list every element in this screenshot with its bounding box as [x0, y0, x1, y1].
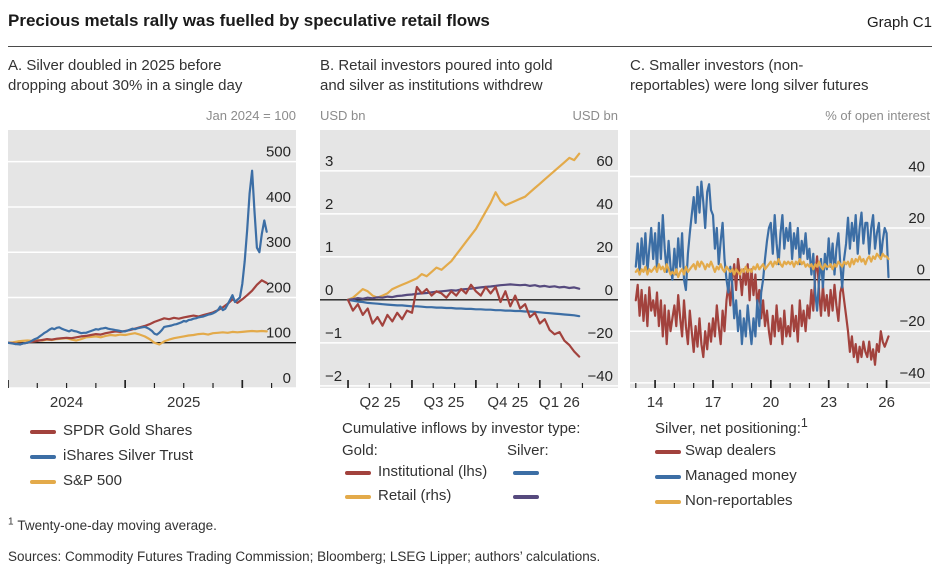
svg-text:500: 500: [266, 144, 291, 161]
legend-label: Institutional (lhs): [378, 463, 488, 480]
panel-b-title-line2: and silver as institutions withdrew: [320, 77, 543, 94]
svg-text:0: 0: [283, 370, 291, 387]
svg-text:−20: −20: [588, 325, 613, 342]
panel-a-chart: 500 400 300 200 100 0 2024 2025: [6, 130, 296, 419]
panel-a-units: Jan 2024 = 100: [8, 108, 296, 123]
legend-heading: Silver, net positioning:1: [655, 416, 808, 437]
footnote: 1 Twenty-one-day moving average.: [8, 516, 217, 533]
panel-a-title-line1: A. Silver doubled in 2025 before: [8, 57, 222, 74]
legend-swatch-red: [30, 430, 56, 434]
svg-text:2025: 2025: [167, 394, 200, 411]
legend-swatch-blue: [30, 455, 56, 459]
panel-c-unit-right: % of open interest: [825, 108, 930, 123]
panel-b-title-line1: B. Retail investors poured into gold: [320, 57, 553, 74]
svg-text:2: 2: [325, 196, 333, 213]
legend-column-headers: Gold: Silver:: [320, 442, 618, 462]
panel-c-title: C. Smaller investors (non- reportables) …: [630, 56, 930, 96]
svg-text:−40: −40: [900, 365, 925, 382]
panel-b-chart: 3 2 1 0 −1 −2 60 40 20 0 −20 −40 Q2 25 Q3 25 Q4 25 Q1 2…: [320, 130, 618, 419]
legend-label: Swap dealers: [685, 442, 776, 459]
title-divider: [8, 46, 932, 47]
legend-item: Swap dealers: [630, 442, 930, 462]
svg-text:26: 26: [878, 394, 895, 411]
svg-text:0: 0: [325, 282, 333, 299]
svg-text:−40: −40: [588, 368, 613, 385]
legend-swatch-red: [655, 450, 681, 454]
panel-b-unit-right: USD bn: [572, 108, 618, 123]
panel-a-unit-right: Jan 2024 = 100: [206, 108, 296, 123]
legend-swatch-orange: [345, 495, 371, 499]
panel-b-title: B. Retail investors poured into gold and…: [320, 56, 618, 96]
legend-swatch-red: [345, 471, 371, 475]
svg-text:Q2 25: Q2 25: [360, 394, 401, 411]
panel-c-title-line1: C. Smaller investors (non-: [630, 57, 804, 74]
svg-text:2024: 2024: [50, 394, 83, 411]
legend-col-silver: Silver:: [507, 442, 549, 459]
svg-text:1: 1: [325, 239, 333, 256]
legend-item: SPDR Gold Shares: [8, 422, 296, 442]
svg-text:20: 20: [596, 239, 613, 256]
sources-line: Sources: Commodity Futures Trading Commi…: [8, 549, 601, 564]
svg-text:0: 0: [605, 282, 613, 299]
svg-text:200: 200: [266, 279, 291, 296]
legend-label: Retail (rhs): [378, 487, 452, 504]
panel-c-legend: Silver, net positioning:1 Swap dealers M…: [630, 416, 930, 525]
svg-text:14: 14: [647, 394, 664, 411]
svg-text:40: 40: [908, 158, 925, 175]
svg-text:23: 23: [820, 394, 837, 411]
legend-item: iShares Silver Trust: [8, 447, 296, 467]
legend-label: Managed money: [685, 467, 797, 484]
svg-text:0: 0: [917, 262, 925, 279]
page-title: Precious metals rally was fuelled by spe…: [8, 11, 490, 30]
panel-a-title: A. Silver doubled in 2025 before droppin…: [8, 56, 296, 96]
svg-text:17: 17: [705, 394, 722, 411]
panel-c-chart: 40 20 0 −20 −40 14 17 20 23 26: [630, 130, 930, 419]
svg-text:Q1 26: Q1 26: [539, 394, 580, 411]
svg-text:100: 100: [266, 325, 291, 342]
legend-swatch-orange: [655, 500, 681, 504]
svg-text:400: 400: [266, 189, 291, 206]
svg-text:20: 20: [762, 394, 779, 411]
legend-heading: Cumulative inflows by investor type:: [342, 420, 581, 437]
legend-item: Non-reportables: [630, 492, 930, 512]
legend-item: S&P 500: [8, 472, 296, 492]
panel-b-unit-left: USD bn: [320, 108, 366, 123]
legend-label: Non-reportables: [685, 492, 793, 509]
legend-swatch-purple: [513, 495, 539, 499]
panel-a-title-line2: dropping about 30% in a single day: [8, 77, 243, 94]
panel-c-title-line2: reportables) were long silver futures: [630, 77, 869, 94]
svg-text:−20: −20: [900, 313, 925, 330]
svg-text:Q3 25: Q3 25: [423, 394, 464, 411]
svg-text:3: 3: [325, 153, 333, 170]
legend-item: Managed money: [630, 467, 930, 487]
panel-c-units: % of open interest: [630, 108, 930, 123]
panel-a-legend: SPDR Gold Shares iShares Silver Trust S&…: [8, 420, 296, 525]
panel-b-legend: Cumulative inflows by investor type: Gol…: [320, 420, 618, 525]
svg-text:−1: −1: [325, 325, 342, 342]
graph-number-label: Graph C1: [866, 14, 932, 31]
svg-text:40: 40: [596, 196, 613, 213]
legend-swatch-blue: [513, 471, 539, 475]
legend-label: iShares Silver Trust: [63, 447, 194, 464]
svg-text:20: 20: [908, 210, 925, 227]
legend-swatch-orange: [30, 480, 56, 484]
legend-item: Institutional (lhs): [320, 463, 618, 483]
legend-col-gold: Gold:: [342, 442, 378, 459]
svg-text:60: 60: [596, 153, 613, 170]
svg-text:Q4 25: Q4 25: [487, 394, 528, 411]
legend-label: S&P 500: [63, 472, 122, 489]
legend-item: Retail (rhs): [320, 487, 618, 507]
panel-b-units: USD bn USD bn: [320, 108, 618, 123]
svg-text:−2: −2: [325, 368, 342, 385]
svg-text:300: 300: [266, 234, 291, 251]
legend-swatch-blue: [655, 475, 681, 479]
legend-label: SPDR Gold Shares: [63, 422, 193, 439]
